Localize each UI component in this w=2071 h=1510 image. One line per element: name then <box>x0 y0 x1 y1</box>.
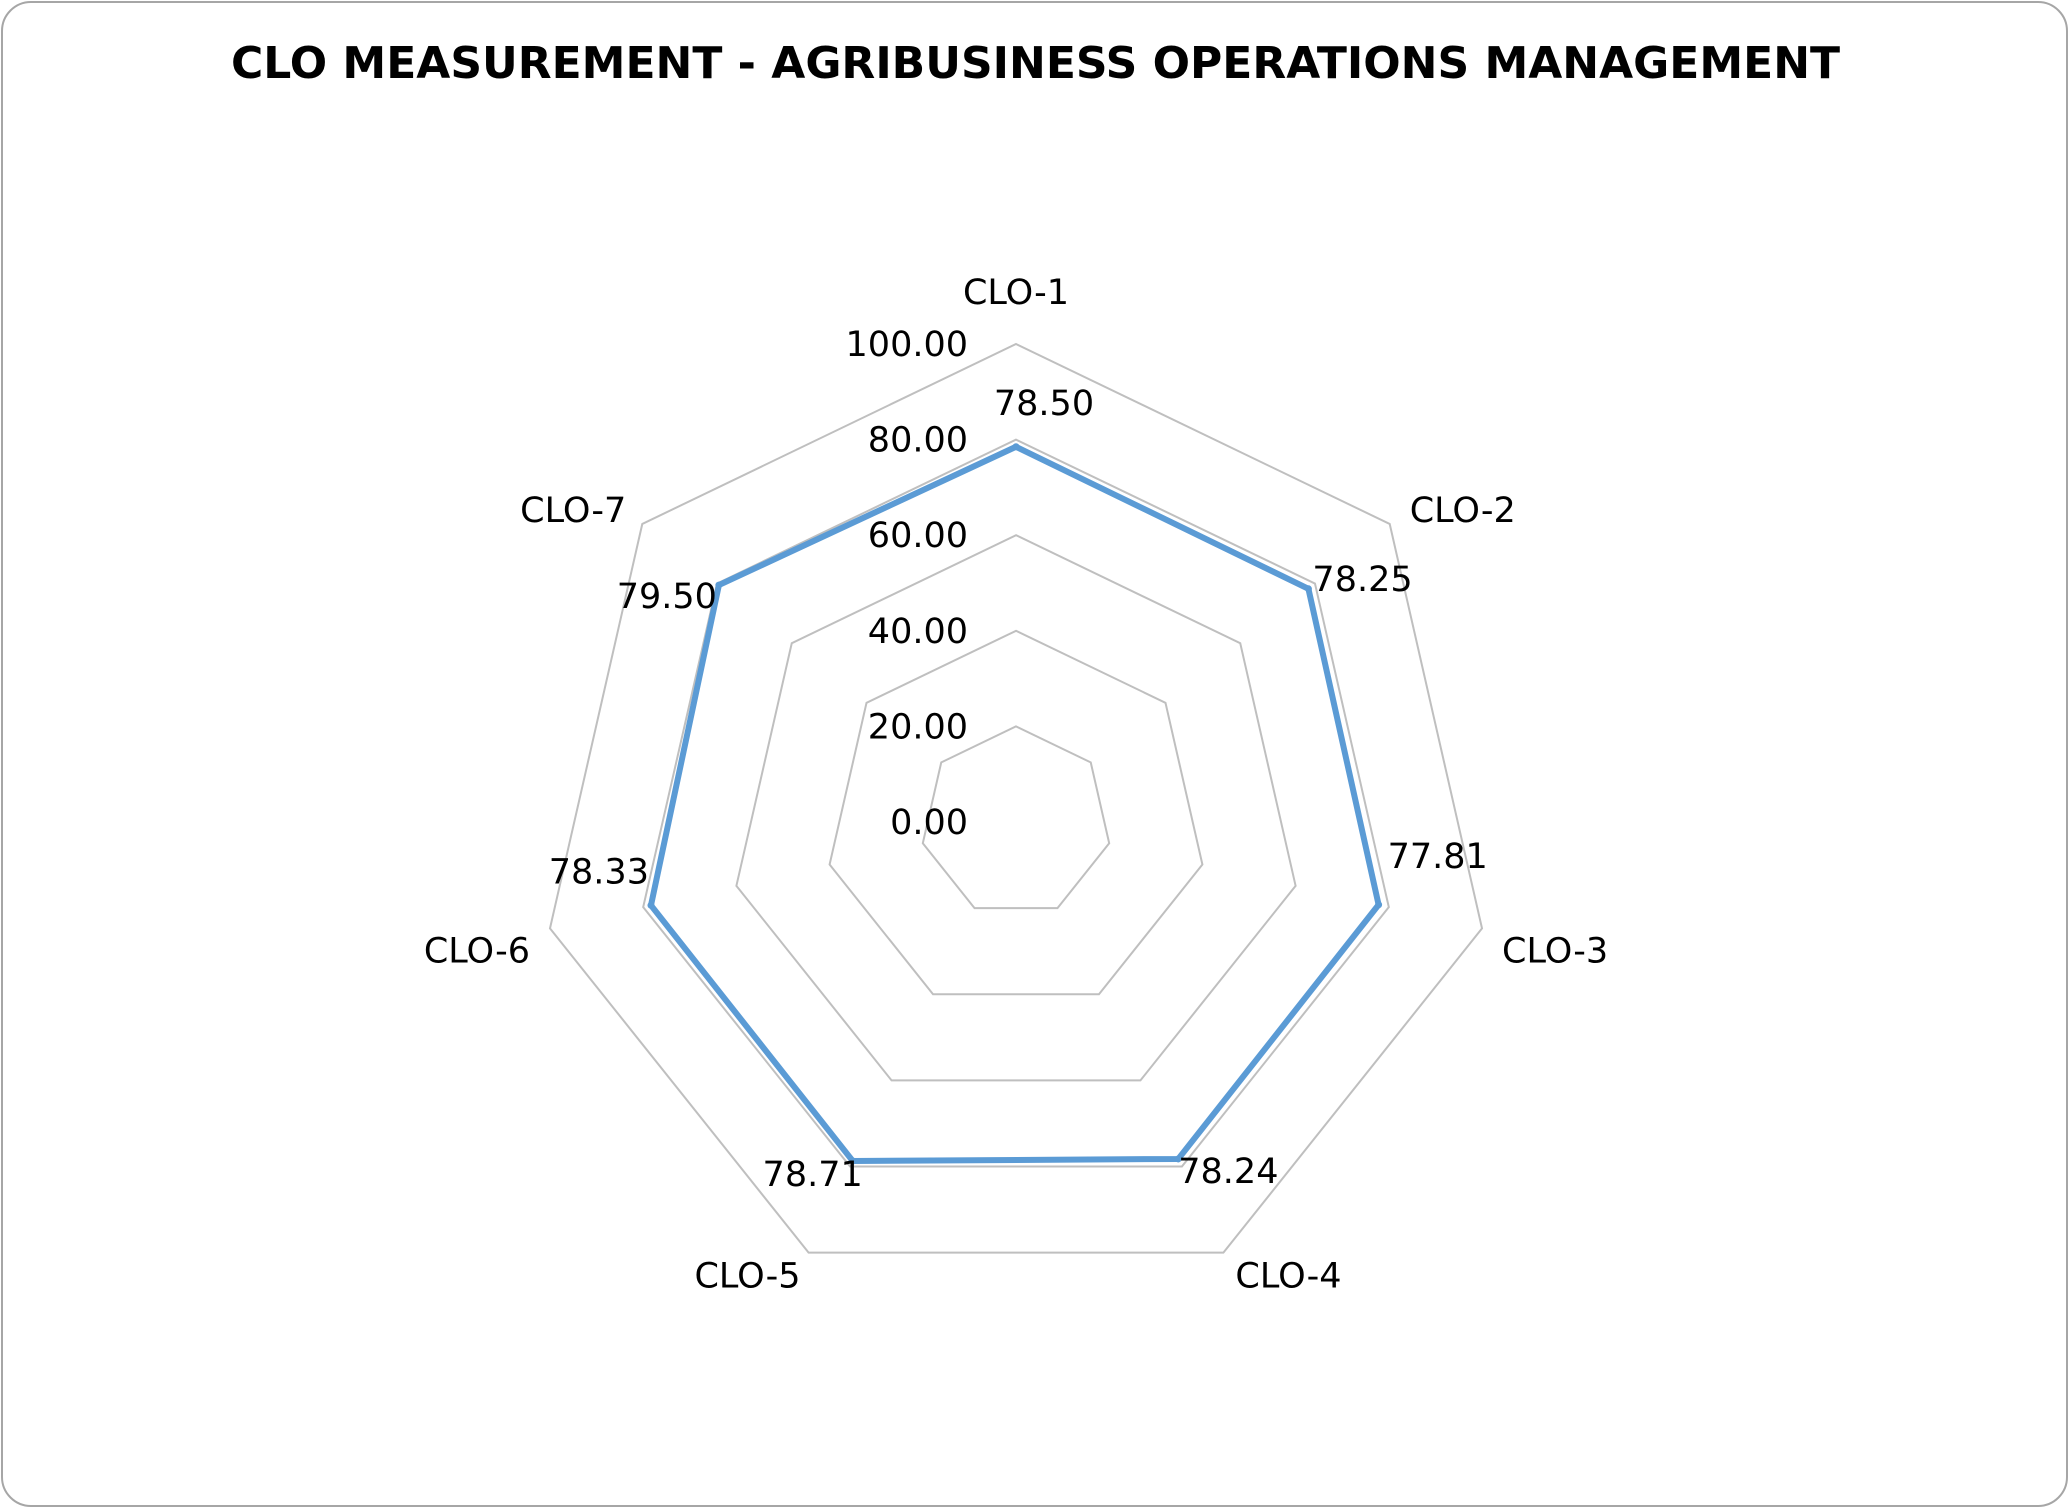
category-label-clo-7: CLO-7 <box>520 491 626 531</box>
grid-ring-1 <box>921 725 1111 910</box>
data-point-clo-5 <box>849 1157 857 1165</box>
data-point-clo-4 <box>1174 1155 1182 1163</box>
data-point-clo-1 <box>1012 443 1020 451</box>
data-point-clo-2 <box>1304 585 1312 593</box>
category-label-clo-2: CLO-2 <box>1410 491 1516 531</box>
data-label-clo-7: 79.50 <box>617 577 717 617</box>
chart-title: CLO MEASUREMENT - AGRIBUSINESS OPERATION… <box>230 38 1841 89</box>
data-point-clo-3 <box>1375 901 1383 909</box>
grid-layer <box>548 342 1484 1254</box>
data-label-clo-6: 78.33 <box>549 852 649 892</box>
tick-label: 40.00 <box>868 612 968 652</box>
tick-label: 60.00 <box>868 516 968 556</box>
tick-label: 0.00 <box>890 803 968 843</box>
series-line-0 <box>647 443 1382 1164</box>
data-label-clo-2: 78.25 <box>1312 560 1412 600</box>
data-label-clo-5: 78.71 <box>763 1155 863 1195</box>
data-label-clo-4: 78.24 <box>1178 1152 1278 1192</box>
tick-label: 80.00 <box>868 421 968 461</box>
data-point-clo-6 <box>647 901 655 909</box>
category-label-clo-4: CLO-4 <box>1235 1257 1341 1297</box>
category-label-clo-6: CLO-6 <box>424 931 530 971</box>
category-label-clo-5: CLO-5 <box>694 1257 800 1297</box>
data-label-clo-1: 78.50 <box>994 384 1094 424</box>
data-point-clo-7 <box>715 581 723 589</box>
grid-ring-2 <box>828 629 1204 996</box>
grid-ring-5 <box>548 342 1484 1254</box>
category-label-clo-3: CLO-3 <box>1502 931 1608 971</box>
series-layer <box>647 443 1383 1165</box>
label-layer: 0.00 20.00 40.00 60.00 80.00 100.00 CLO-1 CLO-2… <box>424 273 1608 1297</box>
tick-label: 20.00 <box>868 707 968 747</box>
data-label-clo-3: 77.81 <box>1388 837 1488 877</box>
grid-ring-3 <box>735 534 1297 1082</box>
tick-label: 100.00 <box>846 325 968 365</box>
category-label-clo-1: CLO-1 <box>963 273 1069 313</box>
